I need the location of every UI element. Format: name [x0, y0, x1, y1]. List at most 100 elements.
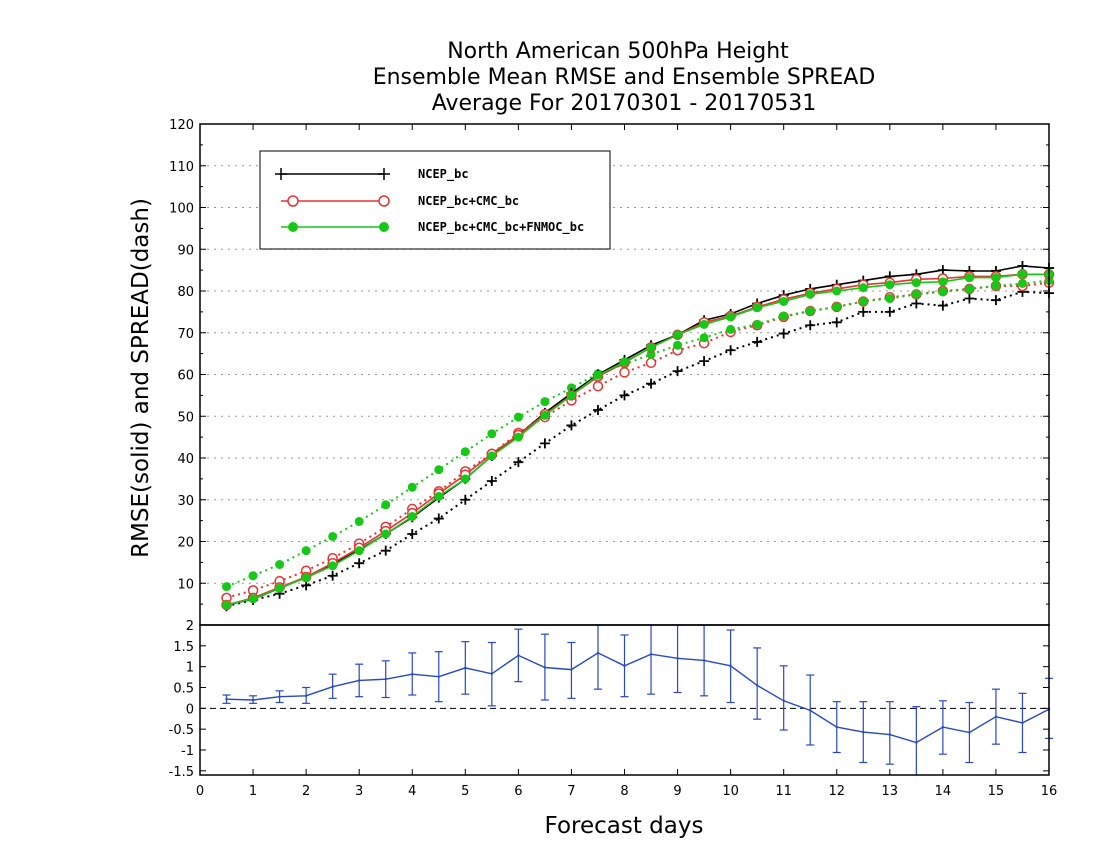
y-tick-label: 10 [177, 577, 194, 592]
x-tick-label: 15 [988, 784, 1005, 799]
data-point [805, 320, 816, 331]
data-point [411, 672, 414, 676]
y-tick-label: 50 [177, 410, 194, 425]
data-point [858, 296, 868, 306]
data-point [460, 447, 470, 457]
data-point [354, 558, 365, 569]
chart-title-line-1: North American 500hPa Height [447, 39, 789, 64]
data-point [699, 333, 709, 343]
series-ncep-bc-cmc-bc-fnmoc-bc [222, 269, 1054, 610]
data-point [805, 289, 815, 299]
data-point [407, 511, 417, 521]
data-point [994, 715, 998, 718]
chart-title-line-3: Average For 20170301 - 20170531 [432, 91, 817, 116]
data-point [725, 345, 736, 356]
data-point [991, 273, 1001, 283]
data-point [831, 317, 842, 328]
y-tick-label: 0 [186, 702, 194, 717]
data-point [543, 666, 547, 669]
y-tick-label: 1.5 [173, 640, 194, 655]
data-point [990, 295, 1001, 306]
data-point [275, 583, 285, 593]
y-tick-label: -1 [181, 744, 194, 759]
data-point [517, 654, 520, 657]
data-point [885, 280, 895, 290]
data-point [938, 287, 948, 297]
data-point [328, 531, 338, 541]
data-point [885, 294, 895, 304]
data-point [407, 528, 418, 539]
series-ncep-bc-cmc-bc-spread [221, 277, 1055, 604]
data-point [809, 709, 812, 712]
data-point [778, 328, 789, 339]
data-point [941, 725, 945, 729]
data-point [487, 451, 497, 461]
series-line [226, 273, 1049, 606]
data-point [699, 319, 709, 329]
data-point [1021, 721, 1024, 725]
legend-entry-ncep-cmc: NCEP_bc+CMC_bc [281, 194, 519, 209]
data-point [729, 664, 732, 668]
x-tick-label: 2 [302, 784, 310, 799]
x-tick-label: 14 [935, 784, 952, 799]
data-point [301, 546, 311, 556]
data-point [676, 657, 679, 660]
top-panel-y-ticks: 10 20 30 40 50 60 70 80 90 100 110 120 [169, 118, 1049, 605]
data-point [964, 273, 974, 283]
data-point [752, 319, 762, 329]
data-point [968, 731, 971, 734]
data-point [331, 685, 334, 688]
data-point [858, 283, 868, 293]
data-point [911, 298, 922, 309]
bottom-panel-series [222, 624, 1053, 775]
data-point [384, 677, 387, 681]
data-point [726, 324, 736, 334]
y-tick-label: -1.5 [169, 765, 194, 780]
y-tick-label: 120 [169, 118, 194, 133]
legend: NCEP_bc NCEP_bc+CMC_bc NCEP_bc+CMC_bc+FN… [259, 150, 611, 250]
data-point [1017, 278, 1027, 288]
y-tick-label: 80 [177, 285, 194, 300]
data-point [726, 312, 736, 322]
open-circle-marker-icon [378, 195, 390, 207]
series-line [226, 290, 1050, 608]
x-tick-label: 1 [249, 784, 257, 799]
data-point [566, 420, 577, 431]
y-tick-label: 2 [186, 619, 194, 634]
data-point [779, 311, 789, 321]
data-point [301, 573, 311, 583]
data-point [646, 349, 656, 359]
data-point [460, 494, 471, 505]
x-tick-label: 3 [355, 784, 363, 799]
y-tick-label: 0.5 [173, 682, 194, 697]
data-point [513, 457, 524, 468]
data-point [251, 698, 255, 702]
x-tick-label: 13 [882, 784, 899, 799]
y-tick-label: 30 [177, 494, 194, 509]
data-point [911, 289, 921, 299]
data-point [937, 300, 948, 311]
y-axis-label: RMSE(solid) and SPREAD(dash) [128, 198, 154, 558]
data-point [596, 651, 600, 655]
data-point [832, 286, 842, 296]
bottom-panel-frame [199, 624, 1050, 776]
data-point [964, 284, 974, 294]
data-point [623, 664, 626, 668]
data-point [673, 340, 683, 350]
series-ncep-bc-cmc-bc-fnmoc-bc-spread [222, 276, 1054, 592]
y-tick-label: -0.5 [169, 723, 194, 738]
data-point [513, 412, 523, 422]
data-point [862, 730, 865, 734]
data-point [649, 652, 653, 656]
data-point [540, 410, 550, 420]
data-point [354, 516, 364, 526]
data-point [570, 668, 573, 671]
legend-entry-ncep-cmc-fnmoc: NCEP_bc+CMC_bc+FNMOC_bc [281, 220, 584, 235]
data-point [673, 330, 683, 340]
error-bar [885, 701, 894, 765]
data-point [592, 404, 603, 415]
data-point [381, 529, 391, 539]
y-tick-label: 110 [169, 160, 194, 175]
error-bar [593, 624, 602, 690]
